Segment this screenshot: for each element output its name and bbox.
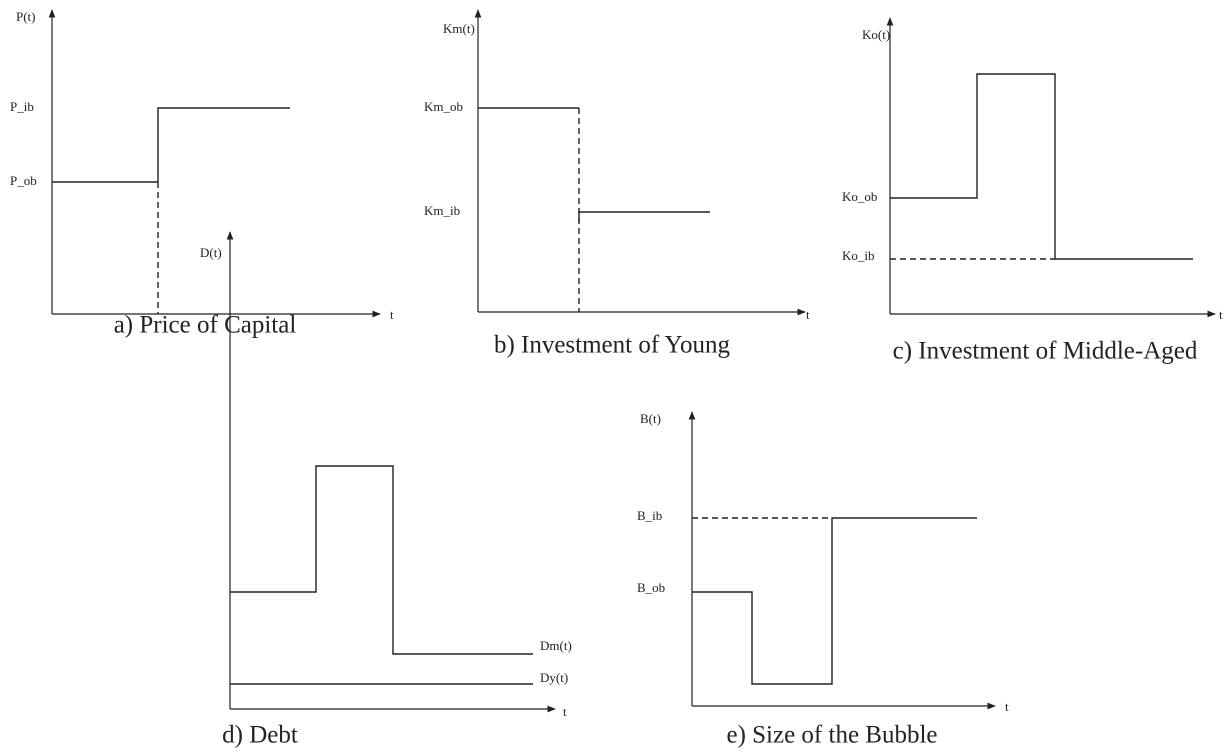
y-label: Km(t) xyxy=(443,21,475,36)
x-label: t xyxy=(563,704,567,719)
level-label: Ko_ob xyxy=(842,189,877,204)
level-label: Km_ib xyxy=(424,203,460,218)
x-label: t xyxy=(1005,699,1009,714)
caption: d) Debt xyxy=(222,722,298,749)
y-label: B(t) xyxy=(640,411,661,426)
level-label: Ko_ib xyxy=(842,248,875,263)
x-label: t xyxy=(390,307,394,322)
series-label: Dm(t) xyxy=(540,638,572,653)
caption: b) Investment of Young xyxy=(494,332,731,359)
level-label: B_ib xyxy=(637,508,662,523)
panel-c: Ko(t) Ko_ob Ko_ib t c) Investment of Mid… xyxy=(842,17,1223,365)
panel-e: B(t) B_ib B_ob t e) Size of the Bubble xyxy=(637,411,1009,749)
caption: c) Investment of Middle-Aged xyxy=(893,338,1198,365)
y-label: Ko(t) xyxy=(862,27,890,42)
panel-a: P(t) P_ib P_ob t a) Price of Capital xyxy=(10,9,394,339)
level-label: Km_ob xyxy=(424,99,463,114)
series-label: Dy(t) xyxy=(540,670,568,685)
y-label: D(t) xyxy=(200,245,222,260)
dm-line xyxy=(230,465,533,655)
investment-line xyxy=(890,73,1193,260)
caption: a) Price of Capital xyxy=(114,312,297,339)
bubble-line xyxy=(692,517,977,685)
level-label: P_ib xyxy=(10,99,34,114)
panel-b: Km(t) Km_ob Km_ib t b) Investment of You… xyxy=(424,9,810,359)
y-label: P(t) xyxy=(16,9,36,24)
level-label: B_ob xyxy=(637,580,665,595)
x-label: t xyxy=(806,307,810,322)
level-label: P_ob xyxy=(10,173,37,188)
investment-line xyxy=(578,211,710,222)
caption: e) Size of the Bubble xyxy=(726,722,937,749)
x-label: t xyxy=(1219,307,1223,322)
price-line xyxy=(52,107,290,183)
panel-d: D(t) Dm(t) Dy(t) t d) Debt xyxy=(200,231,572,749)
